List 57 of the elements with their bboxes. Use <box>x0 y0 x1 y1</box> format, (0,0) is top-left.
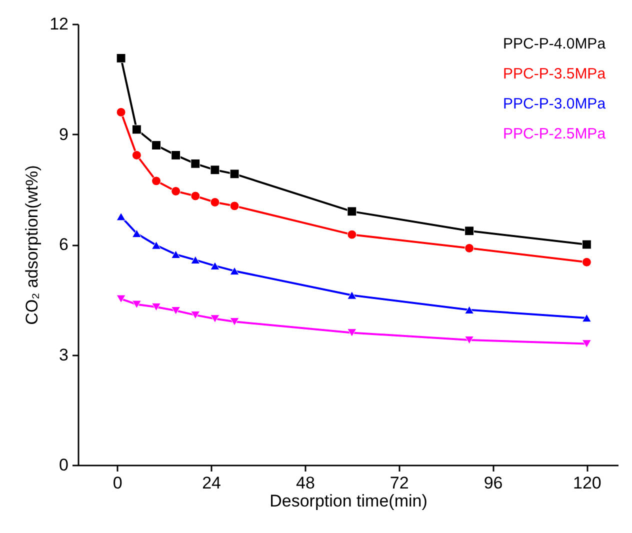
point <box>582 257 592 267</box>
point <box>171 186 181 196</box>
point <box>171 306 181 315</box>
point <box>152 140 161 150</box>
y-axis-title: CO₂ adsorption(wt%) <box>22 165 42 325</box>
point <box>152 241 161 250</box>
point <box>210 198 220 207</box>
point <box>347 291 357 300</box>
point <box>116 212 126 221</box>
point <box>464 243 474 253</box>
point <box>190 191 200 201</box>
point <box>152 302 161 312</box>
x-tick-label: 24 <box>202 474 222 492</box>
y-tick-label: 6 <box>59 235 68 254</box>
point <box>347 230 357 240</box>
x-tick-label: 120 <box>573 474 602 492</box>
y-tick-label: 3 <box>59 345 68 364</box>
y-tick-label: 0 <box>59 456 68 474</box>
point <box>132 300 142 309</box>
point <box>230 169 240 179</box>
point <box>347 206 357 216</box>
point <box>230 266 240 276</box>
point <box>132 150 142 160</box>
point <box>152 176 161 186</box>
point <box>190 158 200 168</box>
point <box>230 201 240 211</box>
point <box>582 240 592 250</box>
point <box>171 250 181 259</box>
x-tick-label: 96 <box>484 474 503 492</box>
point <box>116 294 126 304</box>
x-tick-label: 0 <box>112 474 122 492</box>
text: PPC-P-3.5MPa <box>503 66 606 82</box>
text: PPC-P-4.0MPa <box>503 36 606 52</box>
point <box>190 256 200 264</box>
point <box>464 336 474 344</box>
x-tick-label: 72 <box>390 474 409 492</box>
x-tick-label: 48 <box>296 474 315 492</box>
point <box>210 262 220 270</box>
point <box>582 340 592 348</box>
point <box>171 150 181 160</box>
point <box>464 226 474 236</box>
point <box>116 53 126 63</box>
point <box>132 229 142 238</box>
text: PPC-P-3.0MPa <box>503 96 606 112</box>
point <box>190 310 200 320</box>
point <box>132 124 142 134</box>
point <box>210 165 220 175</box>
point <box>464 306 474 314</box>
point <box>230 318 240 326</box>
point <box>210 314 220 323</box>
point <box>347 328 357 337</box>
x-axis-title: Desorption time(min) <box>270 492 428 510</box>
point <box>116 107 126 117</box>
text: PPC-P-2.5MPa <box>503 126 606 142</box>
y-tick-label: 12 <box>50 14 68 34</box>
point <box>582 314 592 322</box>
y-tick-label: 9 <box>59 124 68 144</box>
